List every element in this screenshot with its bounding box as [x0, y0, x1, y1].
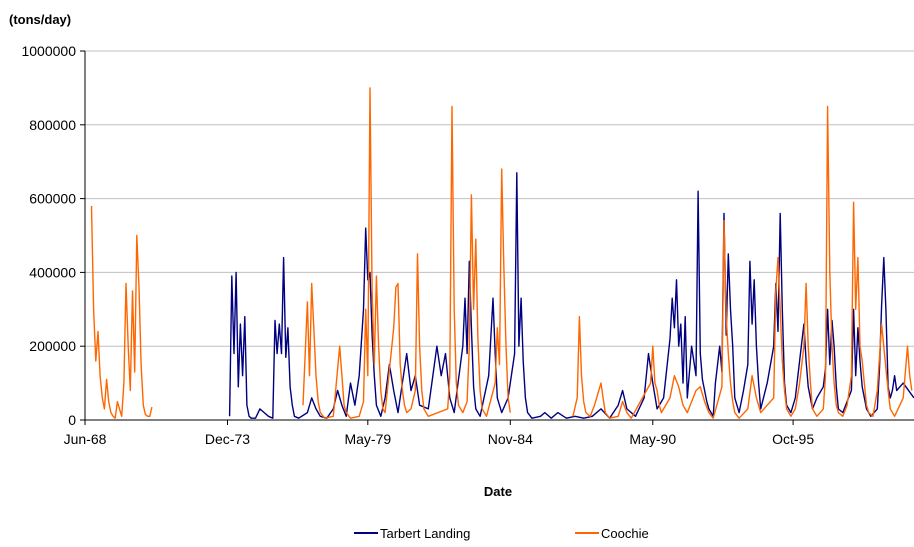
series-line-coochie	[90, 87, 913, 419]
legend: Tarbert Landing Coochie	[354, 526, 649, 541]
gridlines	[85, 50, 914, 347]
y-axis-ticks: 0 200000 400000 600000 800000 1000000	[21, 43, 85, 428]
y-tick-label: 200000	[29, 338, 76, 354]
x-tick-label: May-90	[629, 431, 676, 447]
legend-label-tarbert: Tarbert Landing	[380, 526, 470, 541]
x-tick-label: Oct-95	[772, 431, 814, 447]
series-lines	[90, 87, 914, 419]
y-tick-label: 800000	[29, 117, 76, 133]
y-axis-label: (tons/day)	[9, 12, 71, 27]
x-axis-label: Date	[484, 484, 512, 499]
y-tick-label: 600000	[29, 191, 76, 207]
series-line-tarbert-landing	[228, 172, 914, 419]
legend-label-coochie: Coochie	[601, 526, 649, 541]
x-tick-label: May-79	[344, 431, 391, 447]
x-axis-ticks: Jun-68 Dec-73 May-79 Nov-84 May-90 Oct-95	[64, 420, 814, 447]
x-tick-label: Nov-84	[488, 431, 533, 447]
y-tick-label: 1000000	[21, 43, 76, 59]
y-tick-label: 400000	[29, 264, 76, 280]
x-tick-label: Jun-68	[64, 431, 107, 447]
y-tick-label: 0	[68, 412, 76, 428]
x-tick-label: Dec-73	[205, 431, 250, 447]
